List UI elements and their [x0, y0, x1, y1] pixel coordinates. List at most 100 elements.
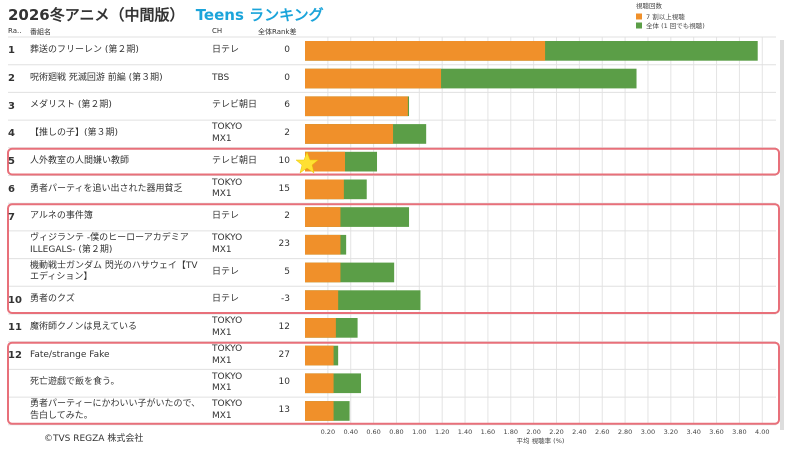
legend-swatch: [636, 13, 642, 20]
bar: [305, 345, 334, 366]
channel: TOKYO MX1: [212, 122, 243, 144]
channel: テレビ朝日: [212, 100, 258, 111]
program-name: 機動戦士ガンダム 閃光のハサウェイ【TVエディション】: [30, 260, 198, 283]
bar: [305, 318, 336, 338]
x-tick-label: 1.80: [504, 428, 518, 436]
x-tick-label: 3.00: [641, 428, 655, 436]
program-name: 魔術師クノンは見えている: [30, 322, 138, 332]
x-tick-label: 1.20: [435, 428, 449, 436]
program-name: 呪術廻戦 死滅回游 前編 (第３期): [30, 72, 163, 83]
x-tick-label: 2.80: [618, 428, 632, 436]
program-name: 死亡遊戯で飯を食う。: [30, 377, 120, 388]
legend-swatch: [636, 22, 642, 29]
channel: TOKYO MX1: [212, 371, 243, 394]
channel: TOKYO MX1: [212, 233, 243, 255]
header-rank: Ra..: [8, 27, 22, 35]
channel: 日テレ: [212, 294, 240, 305]
rank: [8, 259, 26, 287]
channel: 日テレ: [212, 266, 240, 277]
rank: 6: [8, 183, 15, 195]
program-name: アルネの事件簿: [30, 211, 93, 222]
x-tick-label: 2.60: [595, 428, 609, 436]
x-tick-label: 3.60: [709, 428, 723, 436]
title: 2026冬アニメ（中間版） Teens ランキング: [8, 4, 324, 25]
channel: 日テレ: [212, 211, 240, 222]
title-accent: Teens ランキング: [195, 6, 324, 24]
legend-title: 視聴回数: [636, 1, 663, 10]
legend-label: 全体 (1 回でも視聴): [646, 21, 705, 30]
bar: [305, 262, 341, 283]
header-name: 番組名: [30, 28, 51, 36]
rank-diff: 12: [278, 322, 290, 332]
title-main: 2026冬アニメ（中間版）: [8, 6, 185, 24]
bar: [305, 290, 339, 310]
rank-diff: 10: [278, 155, 290, 166]
program-name: 【推しの子】(第３期): [30, 128, 119, 139]
program-name: メダリスト (第２期): [30, 100, 112, 111]
rank-diff: 15: [278, 183, 290, 194]
x-tick-label: 4.00: [755, 428, 769, 436]
rank: [8, 397, 26, 425]
rank: 2: [8, 73, 15, 85]
x-tick-label: 1.00: [412, 428, 426, 436]
rank-diff: 2: [284, 128, 290, 139]
star-icon: [295, 151, 319, 174]
rank: 10: [8, 294, 22, 306]
channel: 日テレ: [212, 45, 240, 55]
rank: 1: [8, 45, 15, 57]
highlight-box: [7, 203, 780, 314]
highlight-box: [7, 147, 780, 176]
program-name: 勇者のクズ: [30, 294, 75, 305]
rank-diff: 27: [278, 349, 290, 360]
program-name: ヴィジランテ -僕のヒーローアカデミア ILLEGALS- (第２期): [30, 233, 189, 255]
rank-diff: 10: [278, 377, 290, 388]
bar: [305, 151, 346, 172]
x-axis-label: 平均 視聴率 (%): [517, 436, 565, 445]
footer: ©TVS REGZA 株式会社: [44, 434, 144, 444]
channel: TOKYO MX1: [212, 316, 243, 338]
bar: [305, 401, 334, 421]
rank: 12: [8, 350, 22, 362]
channel: テレビ朝日: [212, 155, 258, 166]
rank: 5: [8, 156, 15, 168]
rank-diff: 0: [284, 45, 290, 55]
channel: TOKYO MX1: [212, 399, 243, 421]
channel: TOKYO MX1: [212, 177, 243, 200]
bar: [305, 124, 394, 144]
bar: [305, 179, 344, 200]
legend-label: 7 割以上視聴: [646, 12, 685, 21]
channel: TBS: [212, 72, 230, 83]
x-tick-label: 3.40: [686, 428, 700, 436]
rank: 4: [8, 128, 15, 140]
rank-diff: 23: [278, 238, 290, 249]
rank-diff: 6: [284, 100, 290, 111]
rank-diff: 5: [284, 266, 290, 277]
header-channel: CH: [212, 27, 223, 35]
rank-diff: 2: [284, 211, 290, 222]
rank-diff: -3: [281, 294, 290, 305]
program-name: 葬送のフリーレン (第２期): [30, 45, 139, 55]
program-name: 人外教室の人間嫌い教師: [30, 155, 130, 166]
x-tick-label: 0.20: [321, 428, 335, 436]
x-tick-label: 1.60: [481, 428, 495, 436]
bar: [305, 207, 341, 227]
bar: [305, 96, 408, 117]
rank-diff: 13: [278, 405, 290, 416]
x-tick-label: 2.20: [549, 428, 563, 436]
rank: 3: [8, 100, 15, 112]
program-name: 勇者パーティを追い出された器用貧乏: [30, 183, 183, 194]
x-tick-label: 0.80: [389, 428, 403, 436]
x-tick-label: 2.00: [526, 428, 540, 436]
program-name: Fate/strange Fake: [30, 349, 110, 360]
rank: [8, 231, 26, 259]
x-tick-label: 0.60: [366, 428, 380, 436]
bar: [305, 41, 546, 61]
x-tick-label: 1.40: [458, 428, 472, 436]
bar: [305, 68, 442, 89]
scrollbar: [780, 40, 784, 430]
rank: 11: [8, 322, 22, 334]
channel: TOKYO MX1: [212, 343, 243, 366]
x-tick-label: 0.40: [343, 428, 357, 436]
